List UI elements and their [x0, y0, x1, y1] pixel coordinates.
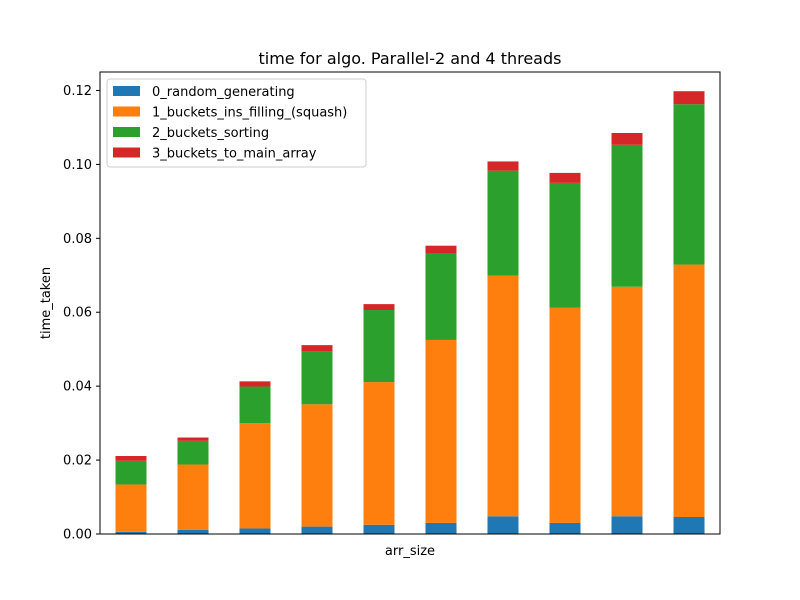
plot-area-frame	[99, 71, 721, 535]
legend-swatch	[113, 106, 140, 117]
x-axis-title: arr_size	[385, 544, 435, 559]
bar-segment-7-series-2	[487, 170, 519, 276]
bars-group	[115, 91, 705, 534]
bar-segment-9-series-3	[611, 132, 643, 145]
bar-segment-4-series-0	[301, 526, 333, 534]
bar-segment-5-series-0	[363, 524, 395, 534]
bar-segment-3-series-3	[239, 381, 271, 387]
bar-segment-10-series-1	[673, 264, 705, 517]
bar-segment-8-series-2	[549, 182, 581, 308]
bar-segment-4-series-1	[301, 404, 333, 527]
y-tick-label: 0.12	[63, 84, 92, 99]
bar-segment-6-series-3	[425, 245, 457, 254]
bar-segment-2-series-0	[177, 529, 209, 534]
bar-segment-4-series-2	[301, 351, 333, 405]
y-tick-label: 0.00	[63, 528, 92, 543]
bar-segment-3-series-0	[239, 528, 271, 534]
y-axis: 0.00 0.02 0.04 0.06 0.08 0.10 0.12	[63, 84, 100, 543]
bar-segment-2-series-3	[177, 437, 209, 441]
bar-segment-2-series-2	[177, 440, 209, 465]
bar-segment-5-series-1	[363, 382, 395, 525]
y-axis-title: time_taken	[39, 267, 54, 339]
bar-segment-3-series-2	[239, 386, 271, 424]
bar-segment-10-series-3	[673, 91, 705, 105]
bar-segment-1-series-2	[115, 460, 147, 485]
legend-label: 3_buckets_to_main_array	[152, 147, 317, 162]
bar-segment-7-series-3	[487, 161, 519, 171]
legend-swatch	[113, 127, 140, 137]
chart-title: time for algo. Parallel-2 and 4 threads	[259, 49, 562, 68]
bar-segment-7-series-1	[487, 275, 519, 517]
bar-segment-3-series-1	[239, 423, 271, 529]
bar-segment-5-series-2	[363, 310, 395, 383]
y-tick-label: 0.04	[63, 380, 92, 395]
legend: 0_random_generating 1_buckets_ins_filling…	[106, 78, 367, 168]
y-tick-label: 0.10	[63, 158, 92, 173]
bar-segment-9-series-1	[611, 286, 643, 517]
y-tick-label: 0.02	[63, 454, 92, 469]
bar-segment-8-series-0	[549, 522, 581, 534]
bar-segment-8-series-3	[549, 172, 581, 183]
bar-segment-6-series-2	[425, 253, 457, 340]
bar-segment-9-series-2	[611, 144, 643, 287]
bar-segment-7-series-0	[487, 516, 519, 534]
legend-frame	[106, 78, 367, 168]
bar-segment-1-series-0	[115, 531, 147, 534]
bar-segment-5-series-3	[363, 304, 395, 311]
legend-swatch	[113, 147, 140, 158]
bar-segment-4-series-3	[301, 345, 333, 352]
bar-segment-2-series-1	[177, 464, 209, 530]
y-tick-label: 0.06	[63, 306, 92, 321]
bar-segment-10-series-2	[673, 104, 705, 265]
legend-label: 2_buckets_sorting	[152, 126, 269, 141]
bar-segment-10-series-0	[673, 517, 705, 534]
bar-segment-1-series-1	[115, 484, 147, 532]
bar-segment-6-series-1	[425, 339, 457, 523]
bar-segment-8-series-1	[549, 307, 581, 523]
bar-segment-6-series-0	[425, 522, 457, 534]
bar-segment-9-series-0	[611, 516, 643, 534]
legend-swatch	[113, 86, 140, 96]
legend-label: 0_random_generating	[152, 85, 295, 100]
legend-label: 1_buckets_ins_filling_(squash)	[152, 106, 347, 121]
bar-segment-1-series-3	[115, 456, 147, 461]
y-tick-label: 0.08	[63, 232, 92, 247]
